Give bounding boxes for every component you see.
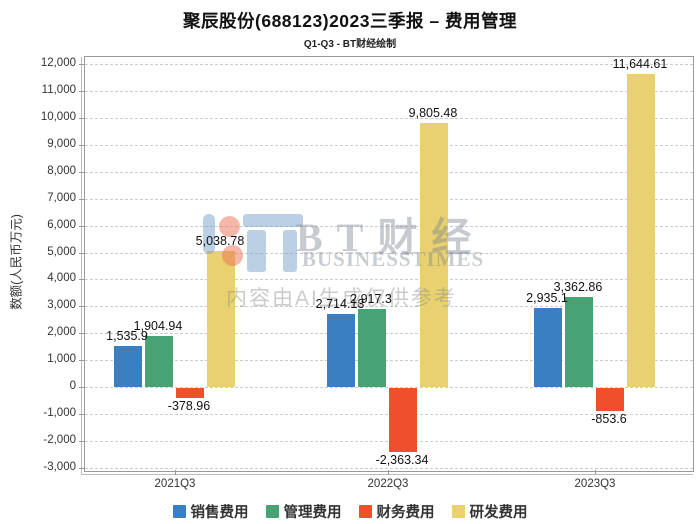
- y-axis-tick: [79, 90, 85, 92]
- y-axis-tick: [79, 387, 85, 389]
- grid-line: [85, 468, 693, 469]
- legend: 销售费用 管理费用 财务费用 研发费用: [0, 501, 700, 522]
- bar-管理费用-2023Q3: [565, 296, 593, 388]
- grid-line: [85, 117, 693, 119]
- legend-swatch-icon: [265, 505, 279, 518]
- grid-line: [85, 90, 693, 92]
- grid-line: [85, 306, 693, 308]
- bar-研发费用-2022Q3: [420, 123, 448, 388]
- y-tick-label: 5,000: [47, 245, 76, 258]
- y-axis-tick: [79, 117, 85, 119]
- grid-line: [85, 279, 693, 281]
- grid-line: [85, 171, 693, 173]
- y-axis-tick: [79, 225, 85, 227]
- y-tick-label: 6,000: [47, 218, 76, 231]
- bar-销售费用-2022Q3: [327, 314, 355, 388]
- grid-line: [85, 387, 693, 389]
- y-tick-label: -1,000: [43, 407, 76, 420]
- y-axis-tick: [79, 414, 85, 416]
- y-tick-label: -3,000: [43, 461, 76, 473]
- x-axis-tick: [388, 470, 389, 475]
- y-axis-tick: [79, 64, 85, 65]
- y-tick-label: 11,000: [41, 83, 76, 96]
- bar-财务费用-2021Q3: [176, 388, 204, 399]
- grid-line: [85, 252, 693, 254]
- y-tick-label: 8,000: [47, 164, 76, 177]
- y-axis-line: [81, 57, 82, 474]
- plot-area: [79, 56, 694, 475]
- y-tick-label: 12,000: [40, 57, 76, 69]
- y-axis-tick: [79, 441, 85, 443]
- y-axis-tick: [79, 333, 85, 335]
- legend-label: 销售费用: [190, 505, 249, 521]
- legend-item-管理费用: 管理费用: [265, 501, 342, 522]
- x-axis-tick: [595, 470, 596, 475]
- grid-line: [85, 144, 693, 146]
- x-axis-line: [81, 474, 693, 475]
- legend-swatch-icon: [451, 505, 465, 518]
- y-tick-label: 0: [69, 380, 76, 393]
- legend-item-财务费用: 财务费用: [358, 501, 435, 522]
- grid-line: [85, 360, 693, 362]
- grid-line: [85, 225, 693, 227]
- bar-研发费用-2023Q3: [627, 73, 655, 388]
- legend-label: 财务费用: [376, 505, 435, 521]
- y-tick-label: 1,000: [47, 353, 76, 366]
- legend-item-销售费用: 销售费用: [172, 501, 249, 522]
- bar-销售费用-2021Q3: [114, 345, 142, 388]
- y-tick-label: 10,000: [40, 110, 76, 123]
- y-axis-tick: [79, 252, 85, 254]
- bar-财务费用-2022Q3: [389, 388, 417, 452]
- x-axis-tick: [175, 470, 176, 475]
- bar-管理费用-2021Q3: [145, 335, 173, 388]
- legend-swatch-icon: [358, 505, 372, 518]
- y-axis-tick: [79, 468, 85, 469]
- y-axis-tick: [79, 198, 85, 200]
- bar-管理费用-2022Q3: [358, 308, 386, 388]
- bar-研发费用-2021Q3: [207, 251, 235, 388]
- y-tick-label: 4,000: [47, 272, 76, 285]
- grid-line: [85, 198, 693, 200]
- legend-label: 管理费用: [283, 505, 342, 521]
- bar-销售费用-2023Q3: [534, 308, 562, 388]
- x-tick-label-2022Q3: 2022Q3: [367, 478, 409, 490]
- y-axis-tick: [79, 279, 85, 281]
- grid-line: [85, 64, 693, 65]
- legend-label: 研发费用: [469, 505, 528, 521]
- y-axis-tick: [79, 306, 85, 308]
- x-tick-label-2023Q3: 2023Q3: [574, 478, 616, 490]
- chart-subtitle: Q1-Q3 - BT财经绘制: [303, 39, 397, 50]
- chart-title: 聚辰股份(688123)2023三季报 – 费用管理: [183, 11, 517, 31]
- y-tick-label: 2,000: [47, 326, 76, 339]
- y-tick-label: 7,000: [47, 191, 76, 204]
- grid-line: [85, 333, 693, 335]
- y-axis-tick: [79, 144, 85, 146]
- y-axis-tick: [79, 171, 85, 173]
- y-tick-label: 9,000: [47, 137, 76, 150]
- y-axis-tick: [79, 360, 85, 362]
- legend-item-研发费用: 研发费用: [451, 501, 528, 522]
- bar-财务费用-2023Q3: [596, 388, 624, 412]
- x-tick-label-2021Q3: 2021Q3: [154, 478, 196, 490]
- y-tick-label: -2,000: [43, 434, 76, 447]
- y-tick-label: 3,000: [47, 299, 76, 312]
- legend-swatch-icon: [172, 505, 186, 518]
